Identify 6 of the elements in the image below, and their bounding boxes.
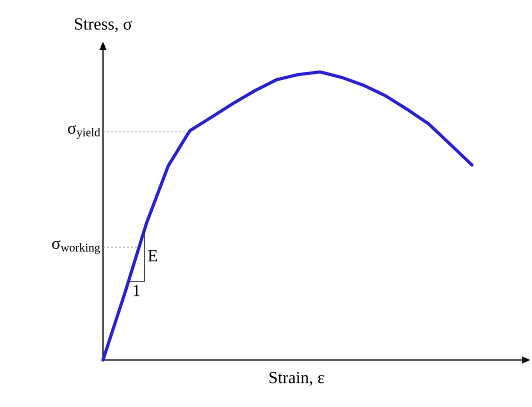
x-axis-title: Strain, ε <box>270 372 324 386</box>
annotation: E <box>148 250 158 262</box>
annotation: 1 <box>134 284 140 296</box>
y-axis-title: Stress, σ <box>75 18 132 32</box>
ref-line-label: σ$_{yield}$ <box>68 124 100 139</box>
ref-line-label: σ$_{working}$ <box>52 240 100 254</box>
